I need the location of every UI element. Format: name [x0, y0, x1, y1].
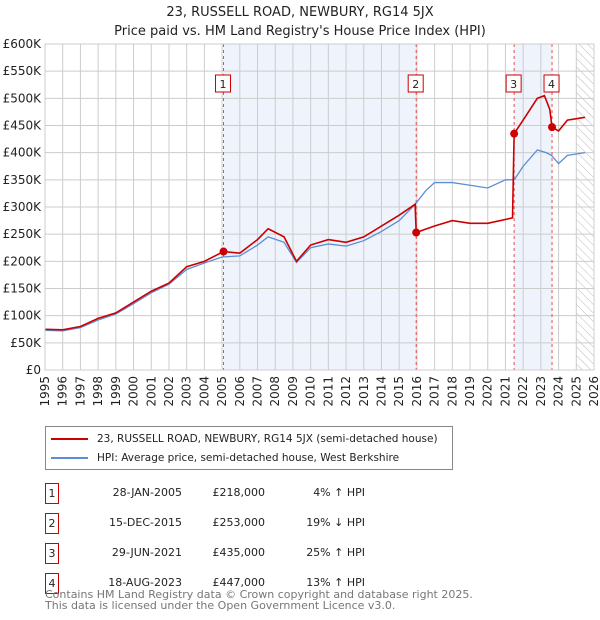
- y-tick-label: £550K: [3, 64, 43, 78]
- x-tick-label: 2014: [374, 376, 388, 407]
- sale-point: [412, 228, 421, 237]
- x-tick-label: 2022: [516, 376, 530, 407]
- y-tick-label: £350K: [3, 173, 43, 187]
- chart-subtitle: Price paid vs. HM Land Registry's House …: [114, 24, 486, 39]
- sale-row: 4 18-AUG-2023 £447,000 13% ↑ HPI: [45, 573, 445, 595]
- sale-marker-label: 4: [548, 78, 555, 91]
- sale-price: £253,000: [212, 516, 266, 529]
- x-tick-label: 2018: [445, 376, 459, 407]
- x-tick-label: 2008: [268, 376, 282, 407]
- sale-marker-label: 2: [412, 78, 419, 91]
- sale-point: [548, 123, 557, 132]
- sale-row: 2 15-DEC-2015 £253,000 19% ↓ HPI: [45, 513, 445, 535]
- sale-date: 15-DEC-2015: [108, 516, 182, 529]
- sale-price: £435,000: [212, 546, 266, 559]
- x-tick-label: 2016: [410, 376, 424, 407]
- x-tick-label: 2021: [498, 376, 512, 407]
- y-tick-label: £500K: [3, 91, 43, 105]
- x-tick-label: 2017: [428, 376, 442, 407]
- y-tick-label: £150K: [3, 282, 43, 296]
- sale-marker-label: 3: [510, 78, 517, 91]
- sale-price: £218,000: [212, 486, 266, 499]
- sale-point: [510, 129, 519, 138]
- sale-hpi-diff: 25% ↑ HPI: [306, 546, 365, 559]
- sale-hpi-diff: 4% ↑ HPI: [313, 486, 365, 499]
- x-tick-label: 2010: [304, 376, 318, 407]
- x-tick-label: 2015: [392, 376, 406, 407]
- x-tick-label: 2011: [321, 376, 335, 407]
- plot-border: [44, 43, 595, 371]
- sale-point: [219, 247, 228, 256]
- sale-date: 29-JUN-2021: [111, 546, 182, 559]
- x-tick-label: 2024: [552, 376, 566, 407]
- y-tick-label: £300K: [3, 200, 43, 214]
- footer-line2: This data is licensed under the Open Gov…: [45, 599, 396, 612]
- y-tick-label: £250K: [3, 227, 43, 241]
- hpi-line: [44, 149, 586, 332]
- x-tick-label: 2020: [481, 376, 495, 407]
- price-line: [44, 94, 586, 331]
- chart-title: 23, RUSSELL ROAD, NEWBURY, RG14 5JX: [166, 5, 434, 20]
- y-tick-label: £200K: [3, 254, 43, 268]
- y-tick-label: £50K: [10, 336, 42, 350]
- sale-number: 3: [45, 543, 59, 564]
- x-tick-label: 2003: [180, 376, 194, 407]
- x-tick-label: 1999: [109, 376, 123, 407]
- sale-marker-label: 1: [220, 78, 227, 91]
- x-tick-label: 2005: [215, 376, 229, 407]
- x-tick-label: 2023: [534, 376, 548, 407]
- sale-marker-box: [543, 74, 560, 93]
- plot-area: £0 £50K £100K £150K £200K £250K £300K £350K £400…: [3, 37, 600, 407]
- sale-price: £447,000: [212, 576, 266, 589]
- x-tick-label: 2026: [587, 376, 600, 407]
- footer-line1: Contains HM Land Registry data © Crown c…: [45, 588, 473, 601]
- legend-swatch-price: [51, 438, 88, 440]
- x-tick-label: 2013: [357, 376, 371, 407]
- legend-label-hpi: HPI: Average price, semi-detached house,…: [97, 452, 400, 464]
- y-tick-label: £100K: [3, 309, 43, 323]
- y-tick-label: £600K: [3, 37, 43, 51]
- x-tick-label: 2009: [286, 376, 300, 407]
- x-tick-label: 2000: [127, 376, 141, 407]
- x-tick-label: 2012: [339, 376, 353, 407]
- x-tick-label: 1998: [91, 376, 105, 407]
- x-tick-label: 2001: [144, 376, 158, 407]
- x-tick-label: 2002: [162, 376, 176, 407]
- x-tick-label: 2006: [233, 376, 247, 407]
- sale-date: 18-AUG-2023: [108, 576, 182, 589]
- sale-marker-box: [215, 74, 232, 93]
- sale-number: 2: [45, 513, 59, 534]
- x-tick-label: 1995: [38, 376, 52, 407]
- legend-label-price: 23, RUSSELL ROAD, NEWBURY, RG14 5JX (sem…: [97, 433, 438, 445]
- sale-marker-box: [407, 74, 424, 93]
- y-tick-label: £0: [26, 363, 41, 377]
- x-tick-label: 2007: [251, 376, 265, 407]
- legend-swatch-hpi: [51, 457, 88, 459]
- x-tick-label: 2019: [463, 376, 477, 407]
- sale-number: 1: [45, 483, 59, 504]
- x-tick-label: 2025: [569, 376, 583, 407]
- footer: Contains HM Land Registry data © Crown c…: [45, 589, 473, 611]
- x-tick-label: 1997: [73, 376, 87, 407]
- sale-row: 3 29-JUN-2021 £435,000 25% ↑ HPI: [45, 543, 445, 565]
- sale-marker-box: [505, 74, 522, 93]
- sale-number: 4: [45, 573, 59, 594]
- sale-row: 1 28-JAN-2005 £218,000 4% ↑ HPI: [45, 483, 445, 505]
- sale-hpi-diff: 13% ↑ HPI: [306, 576, 365, 589]
- sale-hpi-diff: 19% ↓ HPI: [306, 516, 365, 529]
- legend: 23, RUSSELL ROAD, NEWBURY, RG14 5JX (sem…: [45, 426, 453, 470]
- y-tick-label: £450K: [3, 119, 43, 133]
- sale-date: 28-JAN-2005: [112, 486, 182, 499]
- x-tick-label: 2004: [197, 376, 211, 407]
- x-tick-label: 1996: [56, 376, 70, 407]
- y-tick-label: £400K: [3, 146, 43, 160]
